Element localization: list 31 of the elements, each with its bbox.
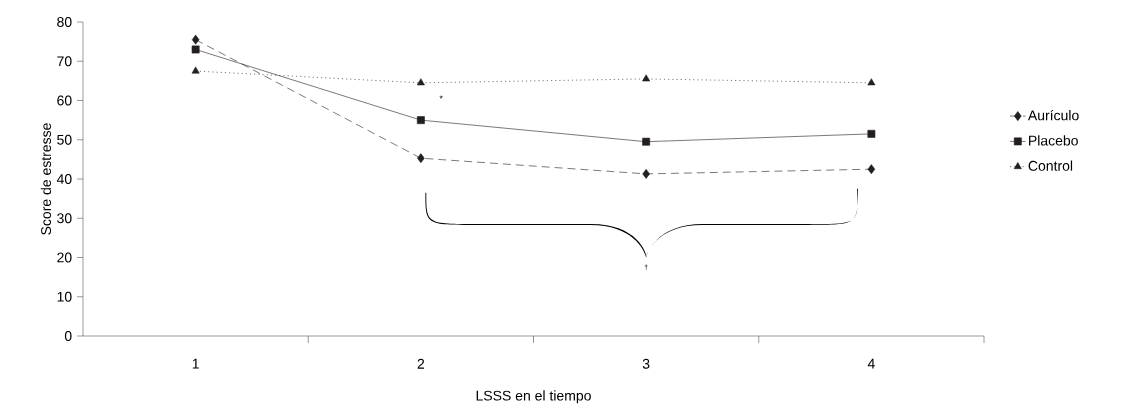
- y-tick-label: 70: [57, 56, 72, 67]
- legend-label: Placebo: [1029, 135, 1078, 146]
- point: [642, 169, 650, 179]
- point: [416, 78, 425, 86]
- y-axis-title: Score de estresse: [40, 123, 52, 235]
- legend-label: Control: [1028, 160, 1073, 171]
- y-tick-label: 50: [57, 134, 72, 145]
- point: [867, 129, 876, 138]
- y-tick-label: 60: [57, 95, 72, 106]
- point: [642, 137, 651, 146]
- point: [867, 78, 876, 86]
- point: [642, 74, 651, 82]
- point: [191, 66, 200, 74]
- x-tick-label: 1: [192, 358, 199, 369]
- point: [416, 116, 425, 125]
- point: [417, 153, 425, 164]
- annotation: *: [439, 95, 443, 99]
- x-tick-label: 4: [867, 358, 875, 369]
- y-tick-label: 40: [56, 174, 72, 184]
- y-tick-label: 30: [57, 213, 72, 224]
- point: [191, 45, 200, 54]
- point: [191, 34, 200, 45]
- y-tick-label: 20: [57, 252, 72, 263]
- point: [867, 164, 876, 175]
- legend-label: Aurículo: [1027, 109, 1079, 121]
- x-axis-title: LSSS en el tiempo: [476, 390, 591, 404]
- y-tick-label: 0: [64, 331, 72, 341]
- x-tick-label: 2: [417, 358, 425, 369]
- x-tick-label: 3: [642, 358, 650, 369]
- y-tick-label: 80: [57, 17, 72, 27]
- y-tick-label: 10: [57, 291, 72, 302]
